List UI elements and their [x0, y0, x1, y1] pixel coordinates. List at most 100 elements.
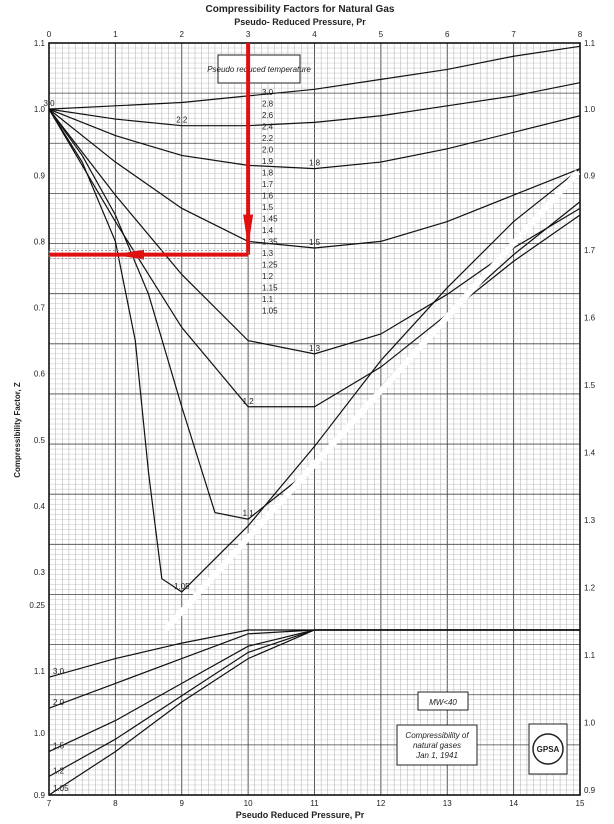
temperature-list-label: 1.4 — [262, 226, 274, 235]
right-lower-y-tick: 1.7 — [584, 246, 596, 255]
left-y-tick: 0.8 — [34, 237, 46, 246]
emblem-text: GPSA — [537, 745, 560, 754]
left-lower-y-tick: 1.0 — [34, 729, 46, 738]
temperature-list-label: 2.2 — [262, 134, 274, 143]
z-curve-upper — [48, 108, 581, 593]
right-lower-y-tick: 0.9 — [584, 786, 596, 795]
top-x-tick: 0 — [47, 30, 52, 39]
left-y-tick: 0.7 — [34, 304, 46, 313]
right-lower-y-tick: 1.5 — [584, 381, 596, 390]
temperature-list-label: 1.9 — [262, 157, 274, 166]
left-lower-y-tick: 1.1 — [34, 667, 46, 676]
curves — [48, 45, 581, 796]
curve-label-upper: 1.2 — [243, 397, 255, 406]
left-y-tick: 0.4 — [34, 502, 46, 511]
z-curve-upper — [48, 82, 581, 127]
bottom-x-tick: 8 — [113, 799, 118, 808]
z-curve-lower — [48, 629, 580, 796]
left-y-tick: 0.5 — [34, 436, 46, 445]
bottom-x-tick: 13 — [443, 799, 452, 808]
left-y-tick: 0.3 — [34, 568, 46, 577]
temperature-list-label: 1.7 — [262, 180, 274, 189]
right-y-tick: 1.1 — [584, 39, 596, 48]
curve-label-upper: 1.5 — [309, 238, 321, 247]
plot-frame — [48, 42, 581, 796]
left-y-tick: 1.0 — [34, 105, 46, 114]
upper-diagonal-band — [162, 169, 581, 633]
left-y-tick: 0.25 — [29, 601, 45, 610]
right-lower-y-tick: 1.0 — [584, 719, 596, 728]
credit-line-2: natural gases — [413, 741, 461, 750]
top-x-tick: 5 — [379, 30, 384, 39]
gpsa-emblem: GPSA — [528, 723, 568, 775]
z-curve-upper — [48, 108, 581, 170]
temperature-list-label: 1.35 — [262, 238, 278, 247]
bottom-x-tick: 12 — [376, 799, 385, 808]
y-axis-label: Compressibility Factor, Z — [13, 382, 22, 478]
mw-box — [417, 691, 469, 711]
temperature-list-label: 3.0 — [262, 88, 274, 97]
z-curve-upper — [48, 45, 581, 110]
top-x-tick: 6 — [445, 30, 450, 39]
temperature-list-label: 1.15 — [262, 284, 278, 293]
temperature-list-label: 1.05 — [262, 307, 278, 316]
curve-label-lower: 3.0 — [53, 667, 65, 676]
left-lower-y-tick: 0.9 — [34, 791, 46, 800]
chart-title: Compressibility Factors for Natural Gas — [206, 4, 395, 15]
temperature-list-label: 2.6 — [262, 111, 274, 120]
left-y-tick: 0.9 — [34, 171, 46, 180]
bottom-x-tick: 9 — [180, 799, 185, 808]
left-y-tick: 1.1 — [34, 39, 46, 48]
bottom-x-tick: 10 — [244, 799, 253, 808]
temperature-list-label: 2.4 — [262, 123, 274, 132]
inset-box — [217, 54, 301, 84]
bottom-x-tick: 11 — [310, 799, 319, 808]
curve-label-upper: 3.0 — [43, 99, 55, 108]
right-lower-y-tick: 1.4 — [584, 449, 596, 458]
credit-box — [396, 724, 478, 766]
bottom-x-tick: 15 — [576, 799, 585, 808]
right-y-tick: 1.0 — [584, 105, 596, 114]
temperature-list-label: 1.8 — [262, 169, 274, 178]
curve-label-upper: 2.2 — [176, 116, 188, 125]
temperature-list-label: 1.6 — [262, 192, 274, 201]
curve-label-upper: 1.05 — [174, 582, 190, 591]
right-lower-y-tick: 1.1 — [584, 651, 596, 660]
credit-line-3: Jan 1, 1941 — [415, 751, 458, 760]
top-x-tick: 7 — [511, 30, 516, 39]
temperature-list-label: 1.3 — [262, 249, 274, 258]
mw-note: MW<40 — [429, 698, 457, 707]
top-x-tick: 4 — [312, 30, 317, 39]
curve-label-lower: 2.0 — [53, 698, 65, 707]
curve-labels: 3.0 2.2 1.8 1.5 1.3 1.2 1.1 1.05 3.0 2.0 1.5 1.2 1.0… — [43, 88, 320, 793]
temperature-list-label: 2.0 — [262, 146, 274, 155]
example-marker — [48, 43, 254, 260]
temperature-list-label: 1.45 — [262, 215, 278, 224]
left-y-tick: 0.6 — [34, 370, 46, 379]
grid — [48, 42, 581, 796]
marker-left-arrow — [114, 249, 144, 260]
top-axis-label: Pseudo- Reduced Pressure, Pr — [234, 17, 366, 27]
curve-label-upper: 1.3 — [309, 344, 321, 353]
curve-label-lower: 1.05 — [53, 784, 69, 793]
right-lower-y-tick: 1.3 — [584, 516, 596, 525]
right-lower-y-tick: 1.2 — [584, 584, 596, 593]
right-y-tick: 0.9 — [584, 171, 596, 180]
temperature-list-label: 1.2 — [262, 272, 274, 281]
curve-label-lower: 1.5 — [53, 742, 65, 751]
temperature-list-label: 2.8 — [262, 100, 274, 109]
tick-labels: 0 1 2 3 4 5 6 7 87 8 9 10 11 12 13 14 151.11.00.90.80.70… — [29, 30, 595, 808]
top-x-tick: 3 — [246, 30, 251, 39]
temperature-list-label: 1.1 — [262, 295, 274, 304]
curve-label-lower: 1.2 — [53, 766, 65, 775]
curve-label-upper: 1.1 — [243, 509, 255, 518]
temperature-list-label: 1.25 — [262, 261, 278, 270]
top-x-tick: 1 — [113, 30, 118, 39]
top-x-tick: 8 — [578, 30, 583, 39]
top-x-tick: 2 — [180, 30, 185, 39]
bottom-x-tick: 14 — [509, 799, 518, 808]
z-curve-upper — [48, 108, 581, 249]
inset-label: Pseudo reduced temperature — [207, 65, 311, 74]
curve-label-upper: 1.8 — [309, 159, 321, 168]
